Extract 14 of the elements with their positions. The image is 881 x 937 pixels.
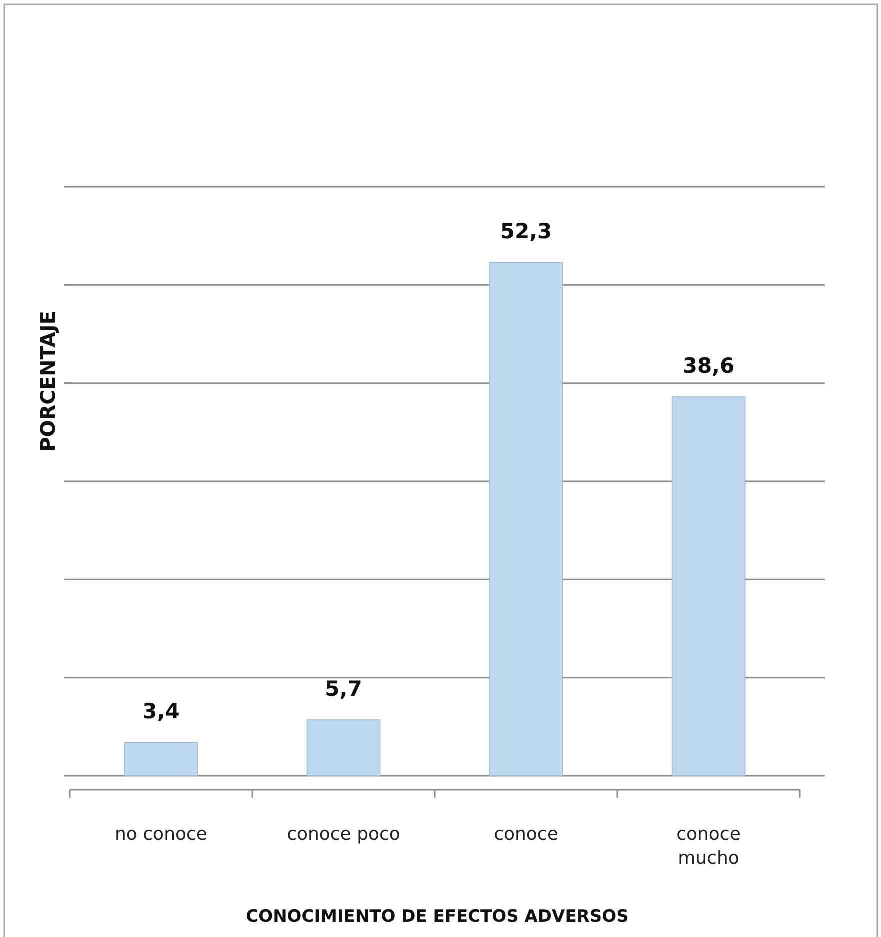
y-axis-title: PORCENTAJE: [36, 311, 60, 452]
bar: [124, 742, 198, 776]
bar: [306, 720, 381, 776]
x-tick-label: no conoce: [115, 824, 208, 845]
data-label: 52,3: [500, 220, 552, 244]
x-tick-label: conoce mucho: [676, 824, 741, 869]
bar: [672, 396, 746, 776]
data-label: 3,4: [142, 700, 180, 724]
x-tick-label: conoce poco: [287, 824, 400, 845]
x-axis-title: CONOCIMIENTO DE EFECTOS ADVERSOS: [246, 907, 629, 927]
bar: [489, 262, 564, 776]
data-label: 38,6: [682, 354, 735, 378]
x-tick-label: conoce: [494, 824, 558, 845]
data-label: 5,7: [325, 677, 362, 702]
